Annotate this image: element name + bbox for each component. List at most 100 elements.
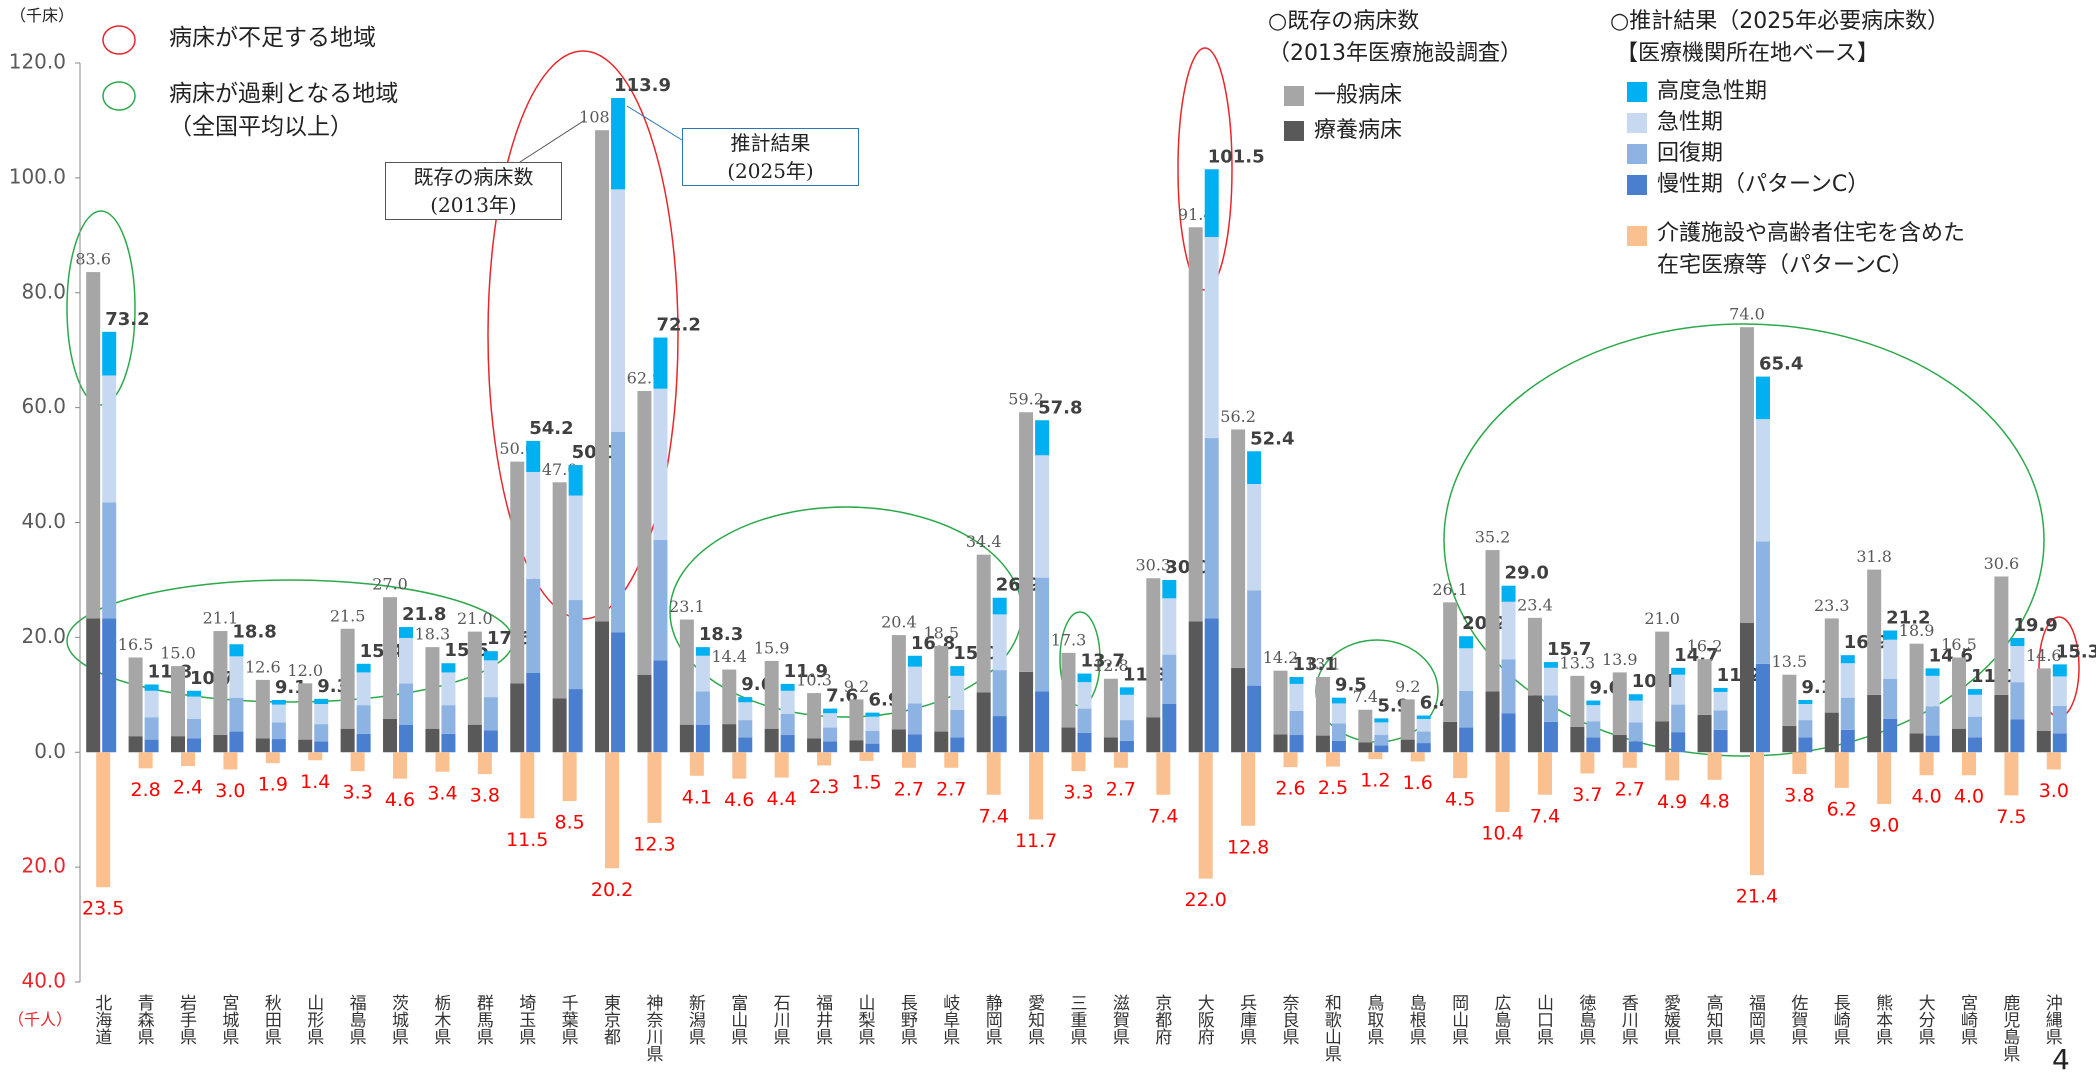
bar-segment	[907, 703, 922, 735]
bar-segment	[1909, 643, 1924, 734]
estimated-total-label: 10.7	[190, 668, 234, 689]
home-care-label: 4.8	[1699, 790, 1729, 812]
bar-segment	[653, 388, 668, 540]
existing-total-label: 14.4	[711, 647, 747, 666]
bar-segment	[1527, 695, 1542, 753]
legend-label: 急性期	[1657, 110, 1724, 135]
x-tick-label: 宮崎県	[1957, 994, 1978, 1045]
home-care-bar	[901, 752, 916, 768]
bar-segment	[653, 660, 668, 753]
bar-segment	[695, 691, 710, 725]
x-tick-label: 滋賀県	[1109, 994, 1130, 1045]
bar-segment	[128, 657, 143, 737]
bar-segment	[2052, 676, 2067, 706]
bar-segment	[1840, 697, 1855, 730]
x-tick-label: 青森県	[134, 994, 155, 1045]
bar-segment	[1247, 590, 1262, 686]
estimated-total-label: 17.6	[487, 628, 531, 649]
home-care-bar	[774, 752, 789, 778]
home-care-label: 10.4	[1481, 822, 1523, 844]
existing-total-label: 13.3	[1560, 653, 1596, 672]
bar-segment	[1883, 639, 1898, 679]
bar-segment	[950, 709, 965, 738]
home-care-label: 7.4	[979, 805, 1009, 827]
estimated-total-label: 16.9	[1844, 632, 1888, 653]
bar-segment	[865, 730, 880, 744]
home-care-label: 11.7	[1015, 830, 1057, 852]
estimated-total-label: 54.2	[529, 418, 573, 439]
bar-segment	[1358, 709, 1373, 743]
bar-segment	[1543, 667, 1558, 696]
bar-segment	[271, 704, 286, 723]
home-care-label: 2.7	[894, 778, 924, 800]
legend-swatch	[1627, 144, 1647, 164]
existing-total-label: 34.4	[966, 532, 1002, 551]
home-care-label: 7.4	[1148, 805, 1178, 827]
bar-segment	[1103, 737, 1118, 753]
bar-segment	[187, 738, 202, 753]
y-tick-label: 80.0	[21, 279, 66, 303]
bar-segment	[1925, 735, 1940, 753]
region-ellipse	[1443, 323, 2045, 757]
bar-segment	[1077, 682, 1092, 709]
home-care-label: 4.4	[767, 788, 797, 810]
bar-segment	[611, 632, 626, 753]
home-care-bar	[350, 752, 365, 772]
home-care-bar	[1877, 752, 1892, 804]
estimated-total-label: 57.8	[1038, 397, 1082, 418]
bar-segment	[722, 724, 737, 753]
estimated-total-label: 15.7	[1547, 639, 1591, 660]
bar-segment	[356, 672, 371, 706]
y-tick-label: 100.0	[9, 164, 66, 188]
bar-segment	[738, 737, 753, 753]
bar-segment	[1204, 169, 1219, 238]
bar-segment	[1586, 700, 1601, 706]
bar-segment	[526, 471, 541, 579]
bar-segment	[1570, 726, 1585, 753]
bar-segment	[425, 647, 440, 729]
bar-segment	[1883, 630, 1898, 640]
bar-segment	[637, 674, 652, 753]
bar-segment	[144, 690, 159, 718]
bar-segment	[611, 431, 626, 633]
legend-label: 介護施設や高齢者住宅を含めた 在宅医療等（パターンC）	[1657, 221, 1966, 278]
bar-segment	[171, 666, 186, 737]
bar-segment	[1485, 550, 1500, 692]
bar-segment	[1543, 662, 1558, 668]
bar-segment	[950, 675, 965, 710]
bar-segment	[679, 724, 694, 753]
estimated-total-label: 11.3	[1123, 664, 1167, 685]
bar-segment	[738, 720, 753, 738]
bar-segment	[907, 655, 922, 667]
bar-segment	[950, 666, 965, 676]
estimated-total-label: 11.8	[148, 661, 192, 682]
bar-segment	[1331, 723, 1346, 741]
bar-segment	[807, 738, 822, 753]
bar-segment	[1798, 704, 1813, 721]
estimated-total-label: 73.2	[105, 309, 149, 330]
estimated-total-label: 9.5	[1335, 675, 1367, 696]
bar-segment	[1289, 677, 1304, 684]
bar-segment	[1077, 708, 1092, 733]
bar-segment	[1416, 718, 1431, 732]
bar-segment	[722, 669, 737, 725]
bar-segment	[144, 717, 159, 740]
bar-segment	[255, 738, 270, 753]
bar-segment	[1967, 689, 1982, 695]
legend-label: 療養病床	[1314, 118, 1403, 143]
existing-total-label: 12.0	[287, 661, 323, 680]
bar-segment	[1162, 654, 1177, 705]
bar-segment	[568, 600, 583, 690]
home-care-bar	[1241, 752, 1256, 826]
bar-segment	[1713, 710, 1728, 730]
bar-segment	[467, 631, 482, 725]
bar-segment	[1485, 691, 1500, 753]
estimated-total-label: 11.2	[1717, 665, 1761, 686]
bar-segment	[441, 733, 456, 753]
home-care-bar	[520, 752, 535, 819]
bar-segment	[1782, 674, 1797, 726]
x-tick-label: 大阪府	[1194, 994, 1215, 1046]
home-care-label: 20.2	[591, 879, 633, 901]
bar-segment	[1925, 706, 1940, 736]
x-tick-label: 高知県	[1703, 994, 1724, 1045]
